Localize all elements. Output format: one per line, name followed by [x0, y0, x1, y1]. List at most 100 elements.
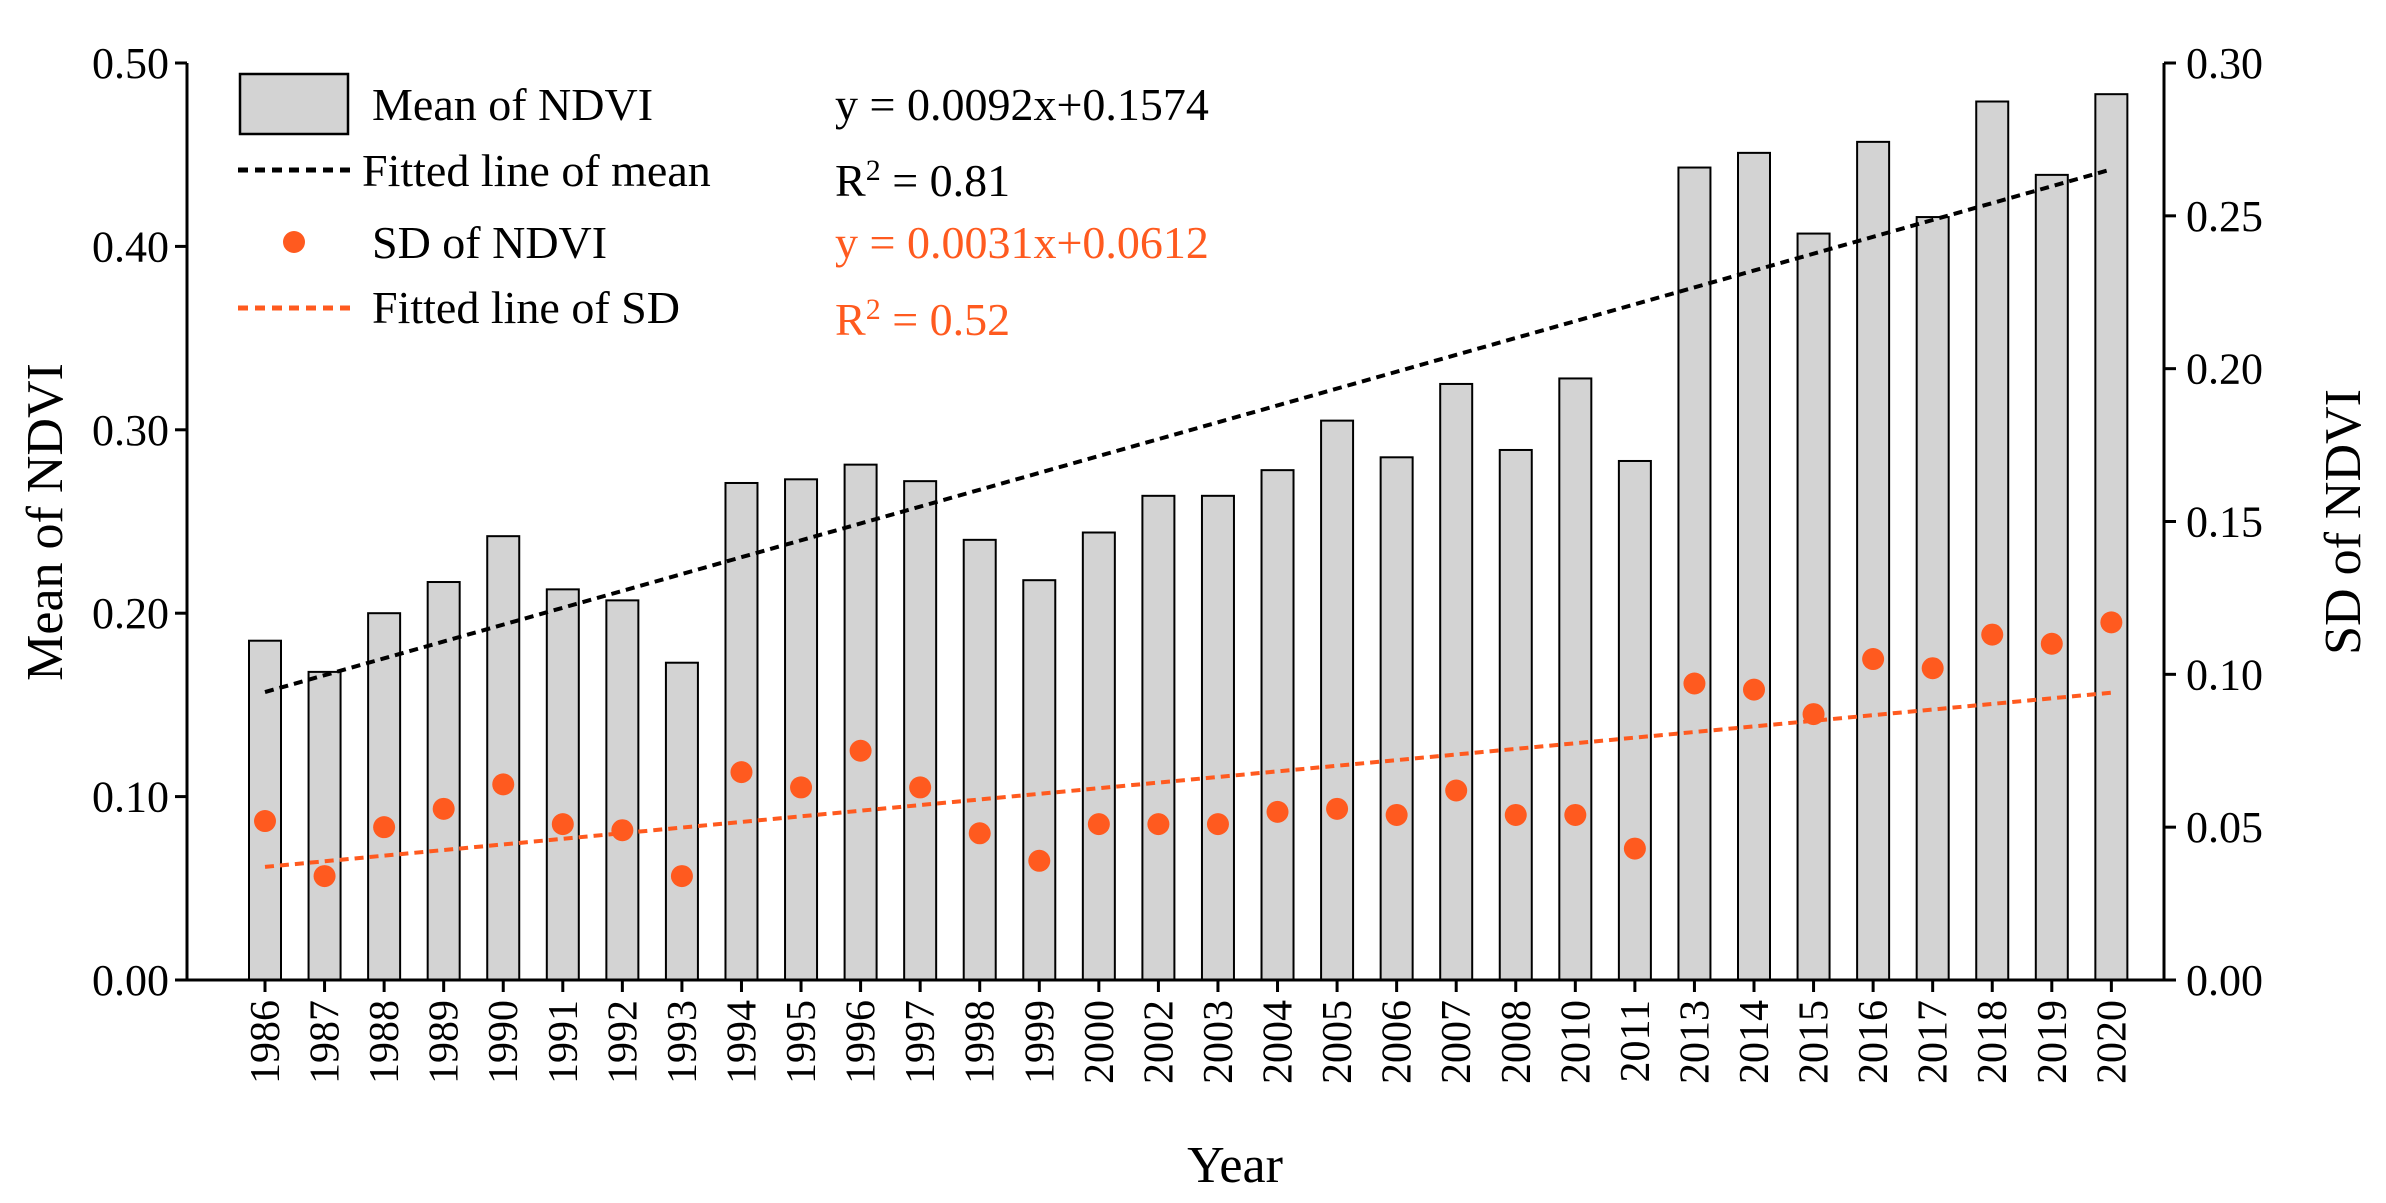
- right-tick-label: 0.10: [2186, 650, 2263, 699]
- x-tick-label: 2013: [1672, 1000, 1718, 1084]
- mean-equation: y = 0.0092x+0.1574: [835, 79, 1209, 130]
- mean-bar-2006: [1379, 456, 1414, 981]
- legend-sd-point-label: SD of NDVI: [372, 217, 607, 268]
- sd-point-2010: [1564, 803, 1587, 826]
- sd-fit-line: [264, 690, 2112, 869]
- sd-point-1999: [1028, 849, 1051, 872]
- left-tick-label: 0.50: [92, 39, 169, 88]
- sd-point-2005: [1326, 797, 1349, 820]
- mean-bar-2011: [1617, 459, 1652, 981]
- x-tick-label: 1986: [243, 1000, 289, 1084]
- sd-point-2019: [2040, 632, 2063, 655]
- equations: y = 0.0092x+0.1574 R2 = 0.81 y = 0.0031x…: [835, 79, 1209, 345]
- sd-point-1991: [551, 813, 574, 836]
- sd-point-2017: [1921, 657, 1944, 680]
- mean-bar-2003: [1200, 494, 1235, 981]
- right-tick-label: 0.00: [2186, 956, 2263, 1005]
- mean-bar-1997: [903, 480, 938, 981]
- mean-bar-2018: [1975, 100, 2010, 982]
- fit-lines-layer: [264, 167, 2112, 869]
- x-tick-label: 1988: [362, 1000, 408, 1084]
- sd-equation: y = 0.0031x+0.0612: [835, 217, 1209, 268]
- x-tick-label: 2007: [1434, 1000, 1480, 1084]
- sd-point-1995: [790, 776, 813, 799]
- x-tick-label: 2002: [1136, 1000, 1182, 1084]
- mean-r2-prefix: R: [835, 155, 866, 206]
- sd-point-1989: [432, 797, 455, 820]
- mean-bar-2015: [1796, 232, 1831, 981]
- mean-bar-2005: [1320, 419, 1355, 981]
- legend-sd-point-swatch: [283, 231, 305, 253]
- sd-point-1998: [968, 822, 991, 845]
- right-tick-label: 0.20: [2186, 345, 2263, 394]
- x-tick-label: 1993: [660, 1000, 706, 1084]
- right-tick-label: 0.30: [2186, 39, 2263, 88]
- x-tick-label: 1990: [481, 1000, 527, 1084]
- sd-point-1986: [254, 810, 276, 833]
- points-layer: [254, 611, 2123, 888]
- x-tick-label: 1998: [958, 1000, 1004, 1084]
- right-tick-label: 0.15: [2186, 498, 2263, 547]
- mean-bar-2008: [1498, 448, 1533, 981]
- x-tick-label: 1989: [422, 1000, 468, 1084]
- sd-point-2013: [1683, 672, 1706, 695]
- mean-bar-1993: [664, 661, 699, 982]
- sd-point-2000: [1087, 813, 1110, 836]
- mean-bar-2020: [2094, 93, 2129, 982]
- x-tick-label: 1994: [719, 1000, 765, 1084]
- mean-bar-2016: [1856, 140, 1891, 981]
- x-tick-label: 2015: [1792, 1000, 1838, 1084]
- left-tick-label: 0.20: [92, 589, 169, 638]
- right-tick-label: 0.05: [2186, 803, 2263, 852]
- x-tick-label: 2006: [1375, 1000, 1421, 1084]
- mean-bar-2019: [2034, 173, 2069, 981]
- mean-bar-2010: [1558, 377, 1593, 981]
- x-tick-label: 2017: [1911, 1000, 1957, 1084]
- sd-point-2016: [1862, 648, 1885, 671]
- left-axis-title: Mean of NDVI: [17, 363, 74, 681]
- x-tick-label: 1996: [839, 1000, 885, 1084]
- legend-mean-fit-label: Fitted line of mean: [362, 145, 711, 196]
- x-tick-label: 2020: [2089, 1000, 2135, 1084]
- legend: Mean of NDVI Fitted line of mean SD of N…: [238, 72, 711, 333]
- sd-point-2006: [1385, 803, 1408, 826]
- mean-bar-1990: [486, 535, 521, 981]
- sd-point-2011: [1623, 837, 1646, 860]
- sd-point-2018: [1981, 623, 2004, 646]
- x-tick-label: 2018: [1970, 1000, 2016, 1084]
- left-tick-label: 0.00: [92, 956, 169, 1005]
- x-tick-label: 2019: [2030, 1000, 2076, 1084]
- x-tick-label: 1991: [541, 1000, 587, 1084]
- sd-point-2003: [1206, 813, 1229, 836]
- sd-point-1993: [670, 865, 693, 888]
- sd-r2: R2 = 0.52: [835, 293, 1010, 346]
- mean-bar-1996: [843, 463, 878, 981]
- mean-fit-line: [264, 167, 2112, 694]
- sd-r2-prefix: R: [835, 294, 866, 345]
- x-tick-label: 2011: [1613, 1000, 1659, 1082]
- mean-r2-sup: 2: [866, 154, 881, 187]
- mean-bar-1999: [1022, 579, 1057, 981]
- sd-point-1992: [611, 819, 634, 842]
- mean-r2: R2 = 0.81: [835, 154, 1010, 207]
- x-tick-label: 2004: [1256, 1000, 1302, 1084]
- mean-bar-1995: [784, 478, 819, 981]
- x-tick-label: 2014: [1732, 1000, 1778, 1084]
- sd-point-1988: [373, 816, 396, 839]
- mean-bar-1987: [307, 670, 342, 981]
- mean-bar-1998: [962, 538, 997, 982]
- mean-bar-1989: [426, 581, 461, 981]
- mean-bar-1988: [367, 612, 402, 981]
- mean-bar-2000: [1081, 531, 1116, 982]
- right-tick-label: 0.25: [2186, 192, 2263, 241]
- x-tick-label: 2010: [1553, 1000, 1599, 1084]
- x-tick-label: 2008: [1494, 1000, 1540, 1084]
- left-axis-ticks: 0.00 0.10 0.20 0.30 0.40 0.50: [92, 39, 187, 1005]
- left-tick-label: 0.30: [92, 406, 169, 455]
- sd-point-1990: [492, 773, 515, 796]
- sd-point-1996: [849, 739, 872, 762]
- mean-bar-2004: [1260, 469, 1295, 981]
- legend-bar-swatch: [238, 72, 350, 136]
- x-tick-label: 2003: [1196, 1000, 1242, 1084]
